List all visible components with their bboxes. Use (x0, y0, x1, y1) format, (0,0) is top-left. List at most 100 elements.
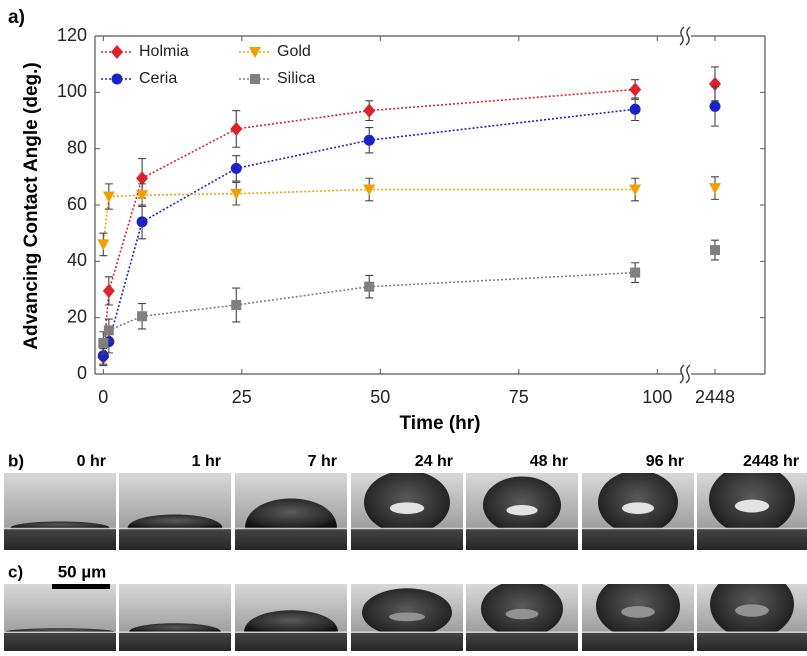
time-label: 0 hr (77, 453, 106, 470)
marker (630, 104, 641, 115)
marker (97, 239, 109, 250)
marker (250, 74, 260, 84)
legend-label: Gold (277, 43, 311, 60)
highlight (735, 604, 769, 616)
marker (103, 284, 115, 298)
x-tick-label: 25 (232, 387, 252, 407)
marker (364, 282, 374, 292)
photo (351, 584, 463, 651)
marker (629, 83, 641, 97)
photo-panels: 0 hr 1 hr 7 hr 24 hr 48 hr 96 hr 2448 hr b) c) 50… (4, 451, 807, 651)
substrate (466, 632, 578, 651)
marker (231, 300, 241, 310)
droplet-group (364, 470, 450, 534)
y-tick-label: 120 (57, 25, 87, 45)
connector (369, 90, 635, 111)
x-tick-label: 100 (642, 387, 672, 407)
substrate (697, 528, 807, 550)
marker (710, 101, 721, 112)
connector (236, 140, 369, 168)
y-tick-label: 100 (57, 81, 87, 101)
panel-label: a) (8, 7, 25, 28)
axis-break (686, 27, 690, 45)
x-tick-label: 0 (98, 387, 108, 407)
connector (142, 305, 236, 316)
marker (630, 268, 640, 278)
y-tick-label: 40 (67, 250, 87, 270)
marker (137, 216, 148, 227)
droplet-group (481, 580, 563, 637)
marker (112, 74, 123, 85)
scale-bar-label: 50 µm (58, 562, 107, 581)
droplet (364, 470, 450, 534)
marker (710, 245, 720, 255)
marker (363, 104, 375, 118)
photo (235, 473, 347, 550)
y-tick-label: 0 (77, 363, 87, 383)
connector (142, 194, 236, 195)
connector (369, 109, 635, 140)
figure: a) Advancing Contact Angle (deg.) Time (… (0, 0, 807, 651)
highlight (735, 500, 769, 513)
photo (351, 470, 463, 550)
photo (697, 570, 807, 651)
substrate (351, 528, 463, 550)
photo (466, 580, 578, 651)
highlight (622, 502, 654, 514)
substrate (582, 528, 694, 550)
panel-label: c) (8, 562, 23, 581)
x-tick-label: 50 (370, 387, 390, 407)
time-label: 7 hr (308, 453, 337, 470)
y-tick-label: 20 (67, 306, 87, 326)
time-label: 2448 hr (743, 453, 799, 470)
photo (466, 473, 578, 550)
y-tick-label: 60 (67, 194, 87, 214)
axis-break (686, 365, 690, 383)
droplet (362, 588, 452, 636)
photo (235, 584, 347, 651)
time-label: 48 hr (530, 453, 568, 470)
droplet-group (709, 464, 795, 534)
droplet-group (483, 476, 561, 533)
photo (4, 584, 116, 651)
marker (230, 122, 242, 136)
scale-bar (52, 584, 110, 589)
legend-label: Silica (277, 70, 315, 87)
plot-area: 02040608010012002550751002448HolmiaCeria… (57, 25, 765, 407)
droplet-group (362, 588, 452, 636)
time-label: 1 hr (192, 453, 221, 470)
marker (137, 311, 147, 321)
connector (236, 287, 369, 305)
substrate (235, 632, 347, 651)
x-tick-label: 2448 (695, 387, 735, 407)
marker (104, 325, 114, 335)
photo (582, 574, 694, 651)
connector (142, 168, 236, 222)
photo (582, 470, 694, 550)
substrate (4, 528, 116, 550)
substrate (119, 632, 231, 651)
marker (709, 183, 721, 194)
highlight (389, 612, 425, 621)
legend-label: Holmia (139, 43, 189, 60)
x-axis-label: Time (hr) (400, 413, 481, 434)
connector (103, 197, 109, 245)
highlight (506, 505, 537, 515)
substrate (351, 632, 463, 651)
legend-label: Ceria (139, 70, 177, 87)
connector (236, 190, 369, 194)
time-label: 24 hr (415, 453, 453, 470)
substrate (697, 632, 807, 651)
photo (697, 464, 807, 550)
droplet-group (598, 470, 678, 534)
time-label: 96 hr (646, 453, 684, 470)
droplet-group (710, 570, 794, 638)
x-tick-label: 75 (509, 387, 529, 407)
panel-label: b) (8, 451, 24, 470)
highlight (506, 609, 539, 619)
marker (231, 163, 242, 174)
substrate (4, 632, 116, 651)
marker (98, 338, 108, 348)
connector (369, 273, 635, 287)
substrate (119, 528, 231, 550)
